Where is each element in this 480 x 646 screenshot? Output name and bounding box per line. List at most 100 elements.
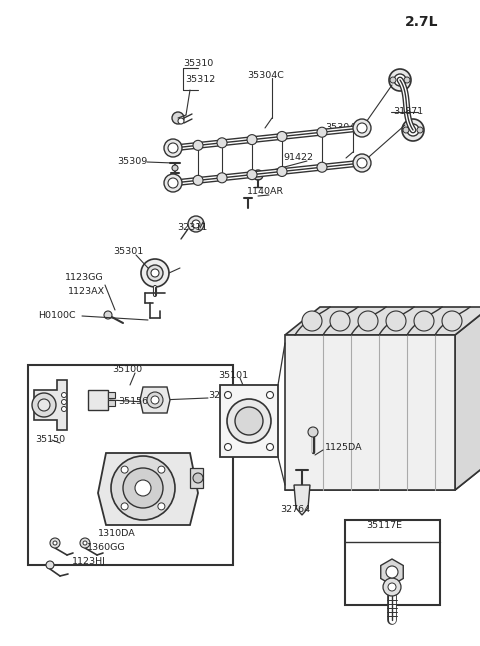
- Polygon shape: [455, 307, 480, 490]
- Text: 35312: 35312: [185, 76, 215, 85]
- Circle shape: [61, 399, 67, 404]
- Circle shape: [141, 259, 169, 287]
- Text: 1310DA: 1310DA: [98, 528, 136, 537]
- Circle shape: [266, 391, 274, 399]
- Polygon shape: [108, 400, 115, 406]
- Circle shape: [358, 311, 378, 331]
- Circle shape: [168, 178, 178, 188]
- Circle shape: [386, 566, 398, 578]
- Circle shape: [193, 140, 203, 151]
- Circle shape: [151, 396, 159, 404]
- Circle shape: [386, 311, 406, 331]
- Circle shape: [193, 175, 203, 185]
- Polygon shape: [34, 380, 67, 430]
- Polygon shape: [220, 385, 278, 457]
- Circle shape: [61, 406, 67, 412]
- Circle shape: [123, 468, 163, 508]
- Circle shape: [277, 167, 287, 176]
- Circle shape: [217, 138, 227, 148]
- Bar: [28, 365, 233, 565]
- Circle shape: [172, 165, 178, 171]
- Circle shape: [158, 466, 165, 473]
- Circle shape: [388, 583, 396, 591]
- Circle shape: [394, 74, 406, 86]
- Text: 1123AX: 1123AX: [68, 287, 105, 297]
- Bar: [345, 520, 440, 605]
- Circle shape: [32, 393, 56, 417]
- Polygon shape: [140, 387, 170, 413]
- Circle shape: [357, 158, 367, 168]
- Polygon shape: [294, 485, 310, 515]
- Circle shape: [317, 162, 327, 172]
- Polygon shape: [285, 307, 480, 335]
- Circle shape: [390, 77, 396, 83]
- Circle shape: [266, 444, 274, 450]
- Circle shape: [168, 143, 178, 153]
- Text: 35304C: 35304C: [247, 70, 284, 79]
- Text: 35156A: 35156A: [118, 397, 155, 406]
- Circle shape: [158, 503, 165, 510]
- Text: 35304: 35304: [325, 123, 355, 132]
- Polygon shape: [285, 462, 480, 490]
- Circle shape: [164, 174, 182, 192]
- Circle shape: [50, 538, 60, 548]
- Text: 35150: 35150: [35, 435, 65, 444]
- Polygon shape: [190, 468, 203, 488]
- Text: 31871: 31871: [393, 107, 423, 116]
- Circle shape: [442, 311, 462, 331]
- Circle shape: [104, 311, 112, 319]
- Text: 35117E: 35117E: [366, 521, 402, 530]
- Circle shape: [225, 444, 231, 450]
- Polygon shape: [381, 559, 403, 585]
- Circle shape: [151, 269, 159, 277]
- Circle shape: [404, 77, 410, 83]
- Circle shape: [61, 393, 67, 397]
- Text: 32655: 32655: [208, 390, 238, 399]
- Text: 35309: 35309: [117, 158, 147, 167]
- Circle shape: [46, 561, 54, 569]
- Text: 32764: 32764: [280, 506, 310, 514]
- Circle shape: [253, 170, 263, 180]
- Polygon shape: [98, 453, 198, 525]
- Circle shape: [225, 391, 231, 399]
- Circle shape: [121, 503, 128, 510]
- Circle shape: [417, 127, 423, 133]
- Text: 32311: 32311: [177, 224, 207, 233]
- Text: 1140AR: 1140AR: [247, 187, 284, 196]
- Circle shape: [147, 265, 163, 281]
- Text: 91422: 91422: [283, 154, 313, 163]
- Circle shape: [353, 154, 371, 172]
- Text: 35310: 35310: [183, 59, 213, 67]
- Text: 2.7L: 2.7L: [405, 15, 439, 29]
- Circle shape: [164, 139, 182, 157]
- Circle shape: [193, 473, 203, 483]
- Circle shape: [402, 119, 424, 141]
- Circle shape: [172, 112, 184, 124]
- Text: 35301: 35301: [113, 247, 143, 256]
- Circle shape: [147, 392, 163, 408]
- Circle shape: [308, 427, 318, 437]
- Circle shape: [330, 311, 350, 331]
- Circle shape: [192, 220, 200, 228]
- Text: 1123HJ: 1123HJ: [72, 556, 106, 565]
- Text: H0100C: H0100C: [38, 311, 76, 320]
- Circle shape: [188, 216, 204, 232]
- Polygon shape: [88, 390, 108, 410]
- Circle shape: [247, 134, 257, 145]
- Circle shape: [80, 538, 90, 548]
- Circle shape: [235, 407, 263, 435]
- Circle shape: [383, 578, 401, 596]
- Circle shape: [83, 541, 87, 545]
- Circle shape: [403, 127, 409, 133]
- Text: 1125DA: 1125DA: [325, 443, 362, 452]
- Polygon shape: [108, 392, 115, 398]
- Circle shape: [277, 132, 287, 141]
- Circle shape: [217, 173, 227, 183]
- Circle shape: [407, 124, 419, 136]
- Circle shape: [353, 119, 371, 137]
- Text: 35100: 35100: [112, 366, 142, 375]
- Text: 1360GG: 1360GG: [87, 543, 126, 552]
- Circle shape: [317, 127, 327, 137]
- Circle shape: [38, 399, 50, 411]
- Circle shape: [53, 541, 57, 545]
